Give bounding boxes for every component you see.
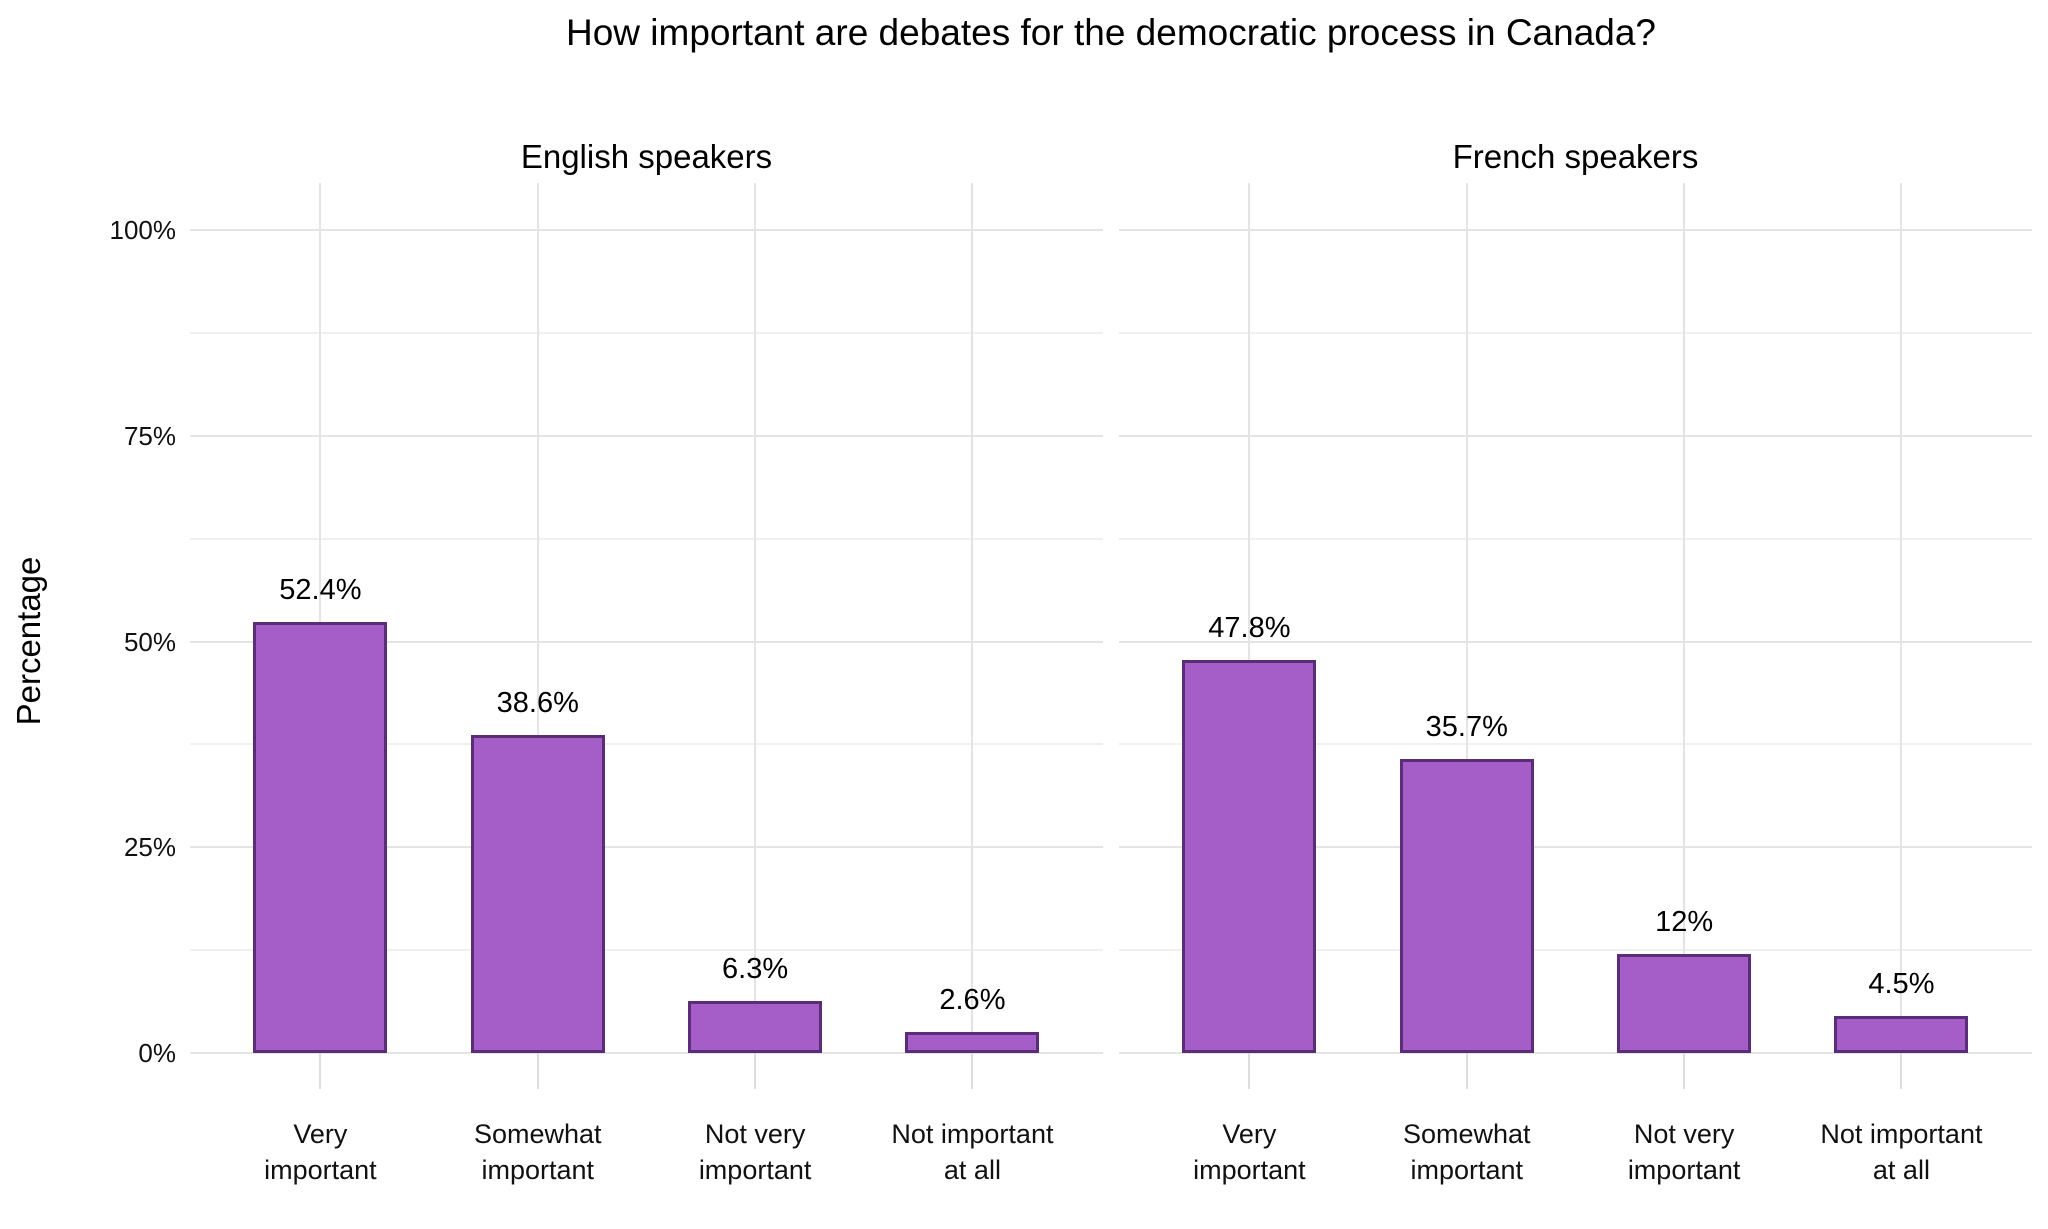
x-axis-tick [1465, 1053, 1468, 1089]
chart-title: How important are debates for the democr… [565, 12, 1657, 53]
x-axis-tick [1248, 1053, 1251, 1089]
gridline-vertical [536, 183, 539, 1053]
x-axis-category-label: Not very important [646, 1116, 863, 1188]
x-axis-category-label-line: Not important [891, 1119, 1054, 1149]
bar [905, 1031, 1040, 1053]
gridline-major [1119, 640, 2032, 643]
gridline-major [1119, 846, 2032, 849]
gridline-vertical [754, 183, 757, 1053]
x-axis-category-label: Somewhat important [1358, 1116, 1575, 1188]
x-axis-tick [971, 1053, 974, 1089]
gridline-major [1119, 1052, 2032, 1054]
x-axis-tick [319, 1053, 322, 1089]
gridline-vertical [1683, 183, 1686, 1053]
gridline-vertical [1465, 183, 1468, 1053]
bar-value-label: 12% [1655, 906, 1714, 939]
bar-value-label: 38.6% [496, 687, 579, 720]
gridline-major [190, 1052, 1103, 1054]
x-axis-category-label: Very important [212, 1116, 429, 1188]
x-axis-category-label-line: Very [293, 1119, 348, 1149]
x-axis-category-label-line: important [1193, 1155, 1306, 1185]
x-axis-category-label: Not very important [1575, 1116, 1792, 1188]
x-axis-category-label-line: important [1410, 1155, 1524, 1185]
y-axis-tick-label: 50% [123, 626, 176, 657]
facet-title: English speakers [520, 138, 773, 175]
x-axis-category-label-line: Not important [1820, 1119, 1983, 1149]
x-axis-category-label: Not important at all [1793, 1116, 2010, 1188]
bar [1617, 954, 1752, 1053]
bar-value-label: 52.4% [279, 573, 362, 606]
y-axis-title: Percentage [10, 556, 47, 726]
gridline-vertical [1248, 183, 1251, 1053]
x-axis-tick [754, 1053, 757, 1089]
gridline-minor [1119, 743, 2032, 746]
gridline-minor [190, 949, 1103, 952]
y-axis-tick-label: 25% [123, 832, 176, 863]
bar-value-label: 6.3% [722, 953, 789, 986]
bar [1834, 1015, 1969, 1053]
gridline-vertical [1900, 183, 1903, 1053]
y-axis-tick-label: 100% [109, 215, 177, 245]
gridline-major [1119, 229, 2032, 231]
gridline-major [1119, 434, 2032, 437]
x-axis-category-label: Not important at all [864, 1116, 1081, 1188]
x-axis-category-label: Somewhat important [429, 1116, 646, 1188]
x-axis-category-label-line: important [698, 1155, 812, 1185]
x-axis-category-label-line: at all [943, 1155, 1001, 1185]
bar-value-label: 2.6% [939, 983, 1006, 1016]
x-axis-tick [1900, 1053, 1903, 1089]
gridline-major [190, 229, 1103, 231]
gridline-minor [1119, 331, 2032, 334]
gridline-minor [190, 743, 1103, 746]
gridline-major [190, 846, 1103, 849]
facet-panel: French speakers 47.8% Very important 35.7% So… [1119, 0, 2032, 1229]
gridline-minor [1119, 949, 2032, 952]
facet-title: French speakers [1452, 138, 1699, 175]
x-axis-category-label-line: important [264, 1155, 377, 1185]
bar [253, 621, 388, 1053]
bar-value-label: 35.7% [1425, 711, 1508, 744]
bar-value-label: 4.5% [1868, 967, 1935, 1000]
x-axis-tick [536, 1053, 539, 1089]
y-axis-tick-label: 0% [138, 1038, 176, 1068]
bar [1399, 759, 1534, 1053]
x-axis-category-label-line: Not very [704, 1119, 806, 1149]
x-axis-category-label-line: important [481, 1155, 595, 1185]
x-axis-category-label-line: Somewhat [1402, 1119, 1531, 1149]
bar [470, 735, 605, 1053]
bar [688, 1001, 823, 1053]
gridline-minor [1119, 537, 2032, 540]
x-axis-category-label-line: important [1627, 1155, 1741, 1185]
gridline-major [190, 434, 1103, 437]
x-axis-tick [1683, 1053, 1686, 1089]
gridline-vertical [971, 183, 974, 1053]
x-axis-category-label-line: Not very [1633, 1119, 1735, 1149]
y-axis-tick-label: 75% [123, 420, 176, 451]
x-axis-category-label-line: Very [1222, 1119, 1277, 1149]
gridline-minor [190, 537, 1103, 540]
gridline-vertical [319, 183, 322, 1053]
x-axis-category-label-line: Somewhat [473, 1119, 602, 1149]
x-axis-category-label-line: at all [1872, 1155, 1930, 1185]
x-axis-category-label: Very important [1141, 1116, 1358, 1188]
bar [1182, 659, 1317, 1053]
gridline-minor [190, 331, 1103, 334]
bar-value-label: 47.8% [1208, 611, 1291, 644]
facet-panel: English speakers 52.4% Very important 38.6% S… [190, 0, 1103, 1229]
gridline-major [190, 640, 1103, 643]
